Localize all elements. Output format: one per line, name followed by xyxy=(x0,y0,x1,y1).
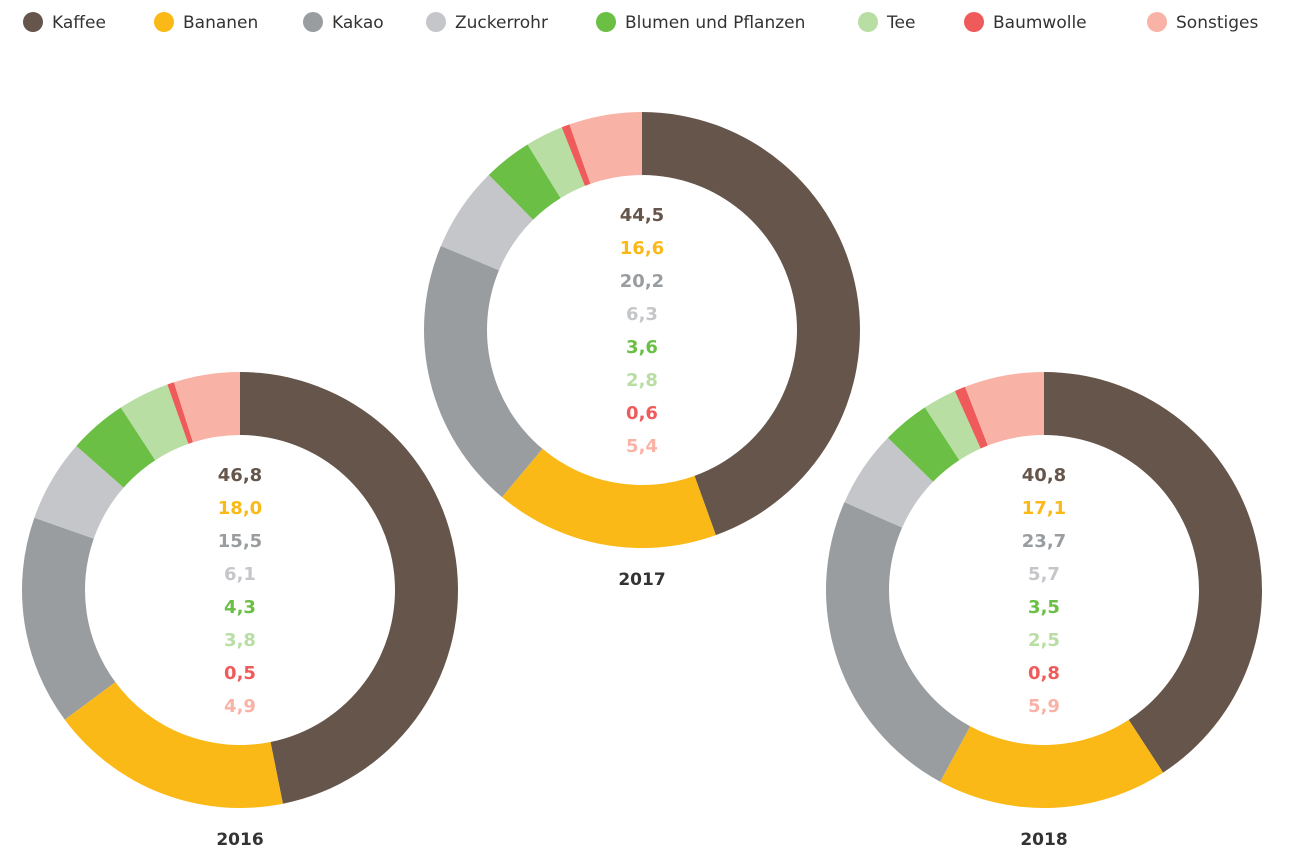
donut-segment xyxy=(954,386,988,449)
donut-segment xyxy=(887,407,960,482)
chart-title: 2016 xyxy=(216,830,263,850)
value-label: 6,3 xyxy=(626,304,658,325)
legend-label: Blumen und Pflanzen xyxy=(625,13,805,33)
legend-label: Zuckerrohr xyxy=(455,13,548,33)
donut-segment xyxy=(561,124,591,186)
donut-segment xyxy=(642,112,860,536)
value-label: 46,8 xyxy=(218,465,262,486)
value-label: 4,9 xyxy=(224,696,256,717)
donut-segment xyxy=(569,112,642,184)
value-label: 4,3 xyxy=(224,597,256,618)
value-label: 23,7 xyxy=(1022,531,1066,552)
chart-title: 2017 xyxy=(618,570,665,590)
donut-segment xyxy=(844,437,934,528)
donut-segment xyxy=(527,127,585,199)
value-label: 6,1 xyxy=(224,564,256,585)
value-label: 2,5 xyxy=(1028,630,1060,651)
donut-segment xyxy=(240,372,458,804)
legend-label: Sonstiges xyxy=(1176,13,1258,33)
donut-segment xyxy=(423,245,543,498)
legend-label: Kakao xyxy=(332,13,384,33)
value-label: 0,8 xyxy=(1028,663,1060,684)
legend-label: Kaffee xyxy=(52,13,106,33)
legend-label: Baumwolle xyxy=(993,13,1087,33)
donut-segment xyxy=(488,144,561,220)
donut-segment xyxy=(120,384,189,461)
legend-label: Bananen xyxy=(183,13,258,33)
legend-dot xyxy=(426,12,446,32)
legend-dot xyxy=(1147,12,1167,32)
donut-segment xyxy=(76,407,156,488)
legend-dot xyxy=(596,12,616,32)
value-label: 18,0 xyxy=(218,498,262,519)
value-label: 40,8 xyxy=(1022,465,1066,486)
value-label: 5,9 xyxy=(1028,696,1060,717)
donut-segment xyxy=(825,502,971,782)
legend-dot xyxy=(964,12,984,32)
value-label: 44,5 xyxy=(620,205,664,226)
value-label: 17,1 xyxy=(1022,498,1066,519)
chart-title: 2018 xyxy=(1020,830,1067,850)
value-label: 3,6 xyxy=(626,337,658,358)
value-label: 2,8 xyxy=(626,370,658,391)
value-label: 5,7 xyxy=(1028,564,1060,585)
donut-segment xyxy=(173,372,240,443)
donut-segment xyxy=(1044,372,1262,773)
value-label: 16,6 xyxy=(620,238,664,259)
value-label: 3,8 xyxy=(224,630,256,651)
legend-dot xyxy=(303,12,323,32)
legend-dot xyxy=(23,12,43,32)
donut-segment xyxy=(34,445,124,539)
donut-segment xyxy=(64,682,283,808)
donut-segment xyxy=(440,174,534,271)
legend-dot xyxy=(154,12,174,32)
value-label: 0,5 xyxy=(224,663,256,684)
value-label: 3,5 xyxy=(1028,597,1060,618)
value-label: 15,5 xyxy=(218,531,262,552)
value-label: 0,6 xyxy=(626,403,658,424)
value-label: 5,4 xyxy=(626,436,658,457)
donut-segment xyxy=(940,719,1164,808)
legend-dot xyxy=(858,12,878,32)
value-label: 20,2 xyxy=(620,271,664,292)
legend-label: Tee xyxy=(886,13,915,33)
donut-segment xyxy=(167,382,193,444)
donut-segment xyxy=(965,372,1044,446)
donut-segment xyxy=(501,448,716,548)
donut-segment xyxy=(21,517,116,720)
donut-segment xyxy=(924,391,981,461)
